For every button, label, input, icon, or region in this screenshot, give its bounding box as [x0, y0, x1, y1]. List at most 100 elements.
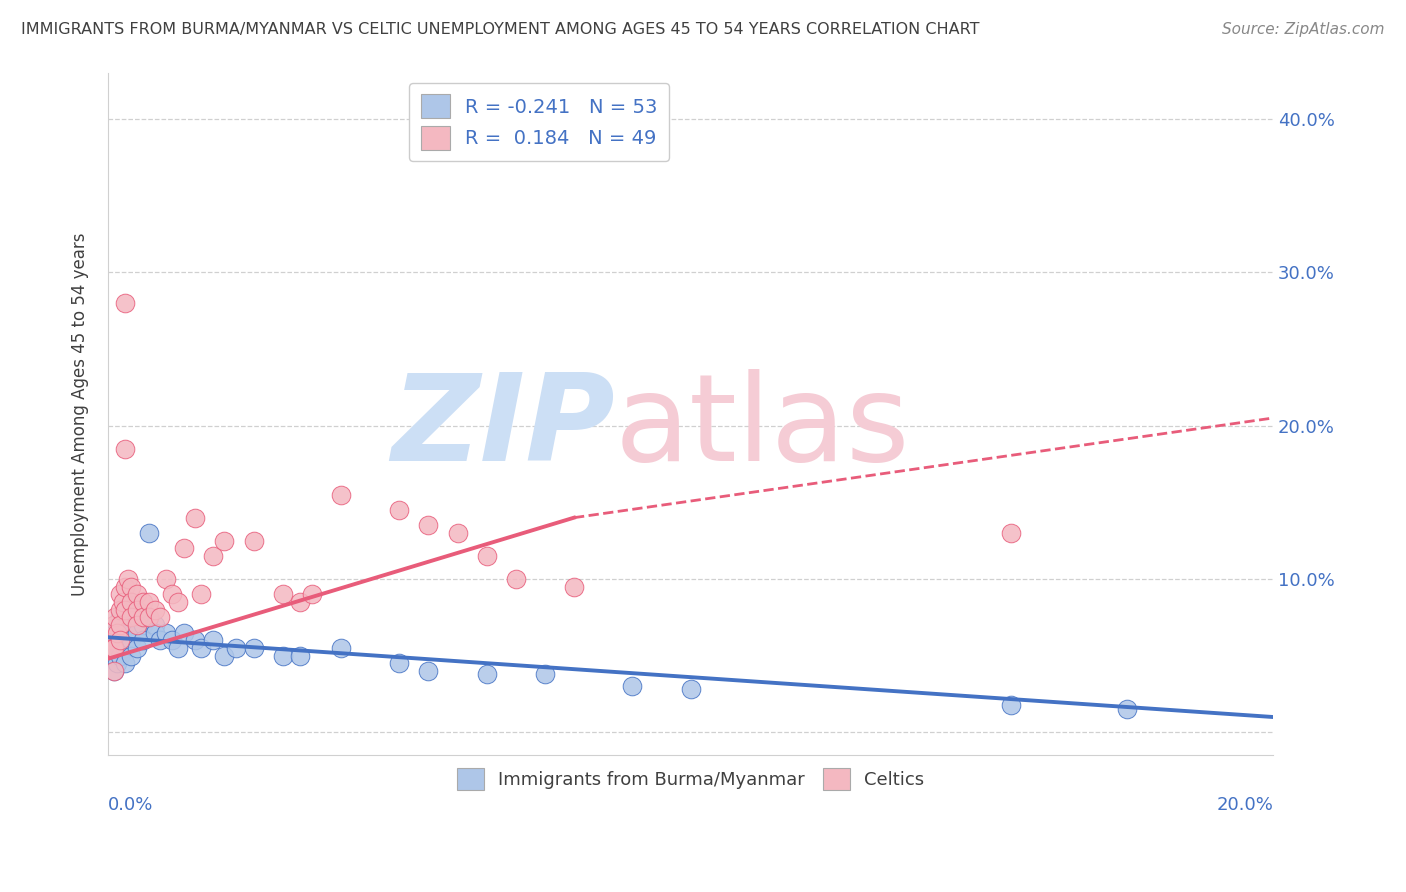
- Point: [214, 648, 236, 663]
- Point: [388, 657, 411, 671]
- Point: [138, 526, 160, 541]
- Point: [1000, 698, 1022, 712]
- Point: [127, 625, 149, 640]
- Text: ZIP: ZIP: [391, 369, 614, 486]
- Point: [103, 664, 125, 678]
- Text: atlas: atlas: [614, 369, 911, 486]
- Point: [242, 640, 264, 655]
- Point: [214, 533, 236, 548]
- Point: [100, 633, 122, 648]
- Point: [138, 610, 160, 624]
- Point: [114, 602, 136, 616]
- Point: [143, 618, 166, 632]
- Point: [330, 640, 353, 655]
- Text: IMMIGRANTS FROM BURMA/MYANMAR VS CELTIC UNEMPLOYMENT AMONG AGES 45 TO 54 YEARS C: IMMIGRANTS FROM BURMA/MYANMAR VS CELTIC …: [21, 22, 980, 37]
- Point: [138, 595, 160, 609]
- Point: [184, 633, 207, 648]
- Point: [475, 667, 498, 681]
- Point: [143, 625, 166, 640]
- Point: [103, 648, 125, 663]
- Point: [1000, 526, 1022, 541]
- Point: [114, 602, 136, 616]
- Point: [111, 595, 134, 609]
- Point: [127, 587, 149, 601]
- Point: [117, 572, 139, 586]
- Point: [114, 580, 136, 594]
- Point: [101, 640, 124, 655]
- Point: [290, 648, 312, 663]
- Point: [120, 610, 142, 624]
- Point: [108, 648, 131, 663]
- Point: [190, 587, 212, 601]
- Point: [104, 625, 127, 640]
- Point: [149, 633, 172, 648]
- Point: [108, 633, 131, 648]
- Point: [155, 625, 177, 640]
- Point: [160, 587, 183, 601]
- Point: [138, 610, 160, 624]
- Point: [103, 618, 125, 632]
- Point: [290, 595, 312, 609]
- Point: [120, 618, 142, 632]
- Text: 0.0%: 0.0%: [108, 797, 153, 814]
- Point: [621, 679, 644, 693]
- Text: Source: ZipAtlas.com: Source: ZipAtlas.com: [1222, 22, 1385, 37]
- Point: [101, 640, 124, 655]
- Point: [120, 580, 142, 594]
- Point: [155, 572, 177, 586]
- Point: [201, 633, 224, 648]
- Point: [108, 602, 131, 616]
- Point: [114, 657, 136, 671]
- Point: [242, 533, 264, 548]
- Point: [104, 610, 127, 624]
- Point: [173, 625, 195, 640]
- Text: 20.0%: 20.0%: [1216, 797, 1272, 814]
- Point: [114, 442, 136, 456]
- Point: [301, 587, 323, 601]
- Point: [108, 610, 131, 624]
- Point: [1116, 702, 1139, 716]
- Point: [271, 648, 294, 663]
- Point: [127, 618, 149, 632]
- Point: [114, 640, 136, 655]
- Point: [132, 595, 155, 609]
- Point: [103, 640, 125, 655]
- Point: [475, 549, 498, 563]
- Point: [111, 625, 134, 640]
- Point: [127, 610, 149, 624]
- Point: [201, 549, 224, 563]
- Point: [330, 488, 353, 502]
- Point: [505, 572, 527, 586]
- Point: [679, 682, 702, 697]
- Point: [127, 640, 149, 655]
- Point: [114, 296, 136, 310]
- Point: [103, 618, 125, 632]
- Point: [167, 640, 190, 655]
- Point: [271, 587, 294, 601]
- Y-axis label: Unemployment Among Ages 45 to 54 years: Unemployment Among Ages 45 to 54 years: [72, 233, 89, 596]
- Point: [108, 633, 131, 648]
- Point: [103, 664, 125, 678]
- Point: [190, 640, 212, 655]
- Point: [114, 625, 136, 640]
- Point: [127, 602, 149, 616]
- Point: [418, 518, 440, 533]
- Point: [143, 602, 166, 616]
- Point: [110, 618, 132, 632]
- Point: [117, 610, 139, 624]
- Point: [105, 625, 128, 640]
- Point: [120, 648, 142, 663]
- Point: [184, 510, 207, 524]
- Point: [132, 633, 155, 648]
- Point: [105, 633, 128, 648]
- Point: [446, 526, 468, 541]
- Point: [100, 633, 122, 648]
- Legend: Immigrants from Burma/Myanmar, Celtics: Immigrants from Burma/Myanmar, Celtics: [450, 761, 932, 797]
- Point: [534, 667, 557, 681]
- Point: [173, 541, 195, 556]
- Point: [120, 595, 142, 609]
- Point: [167, 595, 190, 609]
- Point: [132, 610, 155, 624]
- Point: [225, 640, 247, 655]
- Point: [562, 580, 585, 594]
